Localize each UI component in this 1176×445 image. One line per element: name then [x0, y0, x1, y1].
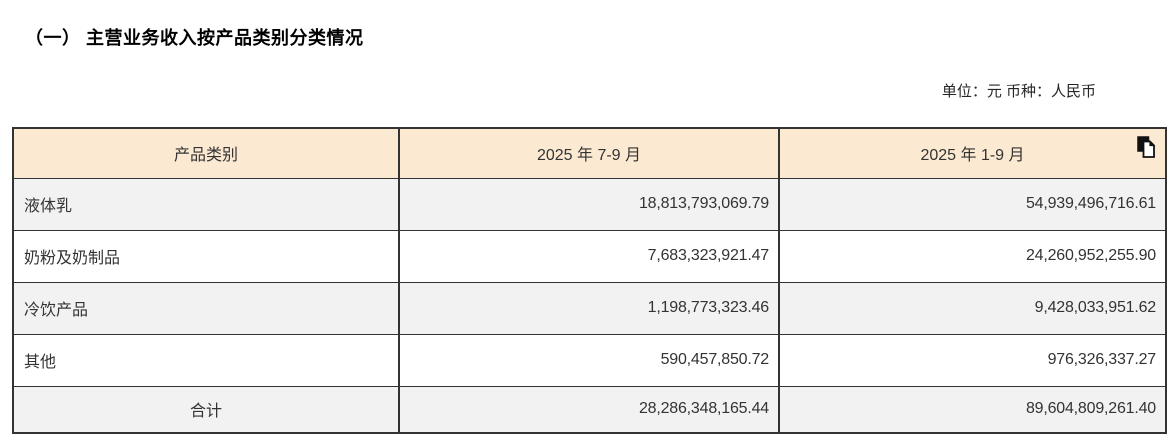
total-label-cell: 合计 — [12, 385, 400, 434]
column-header-category: 产品类别 — [12, 127, 400, 179]
column-header-ytd: 2025 年 1-9 月 — [778, 127, 1167, 179]
ytd-value-cell: 54,939,496,716.61 — [778, 177, 1167, 231]
q3-value-cell: 1,198,773,323.46 — [398, 281, 780, 335]
category-cell: 其他 — [12, 333, 400, 387]
table-row: 其他 590,457,850.72 976,326,337.27 — [12, 333, 1167, 387]
table-body: 液体乳 18,813,793,069.79 54,939,496,716.61 … — [12, 177, 1167, 387]
ytd-value-cell: 9,428,033,951.62 — [778, 281, 1167, 335]
q3-value-cell: 18,813,793,069.79 — [398, 177, 780, 231]
table-row: 奶粉及奶制品 7,683,323,921.47 24,260,952,255.9… — [12, 229, 1167, 283]
total-row: 合计 28,286,348,165.44 89,604,809,261.40 — [12, 385, 1167, 434]
table-footer: 合计 28,286,348,165.44 89,604,809,261.40 — [12, 385, 1167, 434]
category-cell: 液体乳 — [12, 177, 400, 231]
ytd-value-cell: 24,260,952,255.90 — [778, 229, 1167, 283]
category-cell: 奶粉及奶制品 — [12, 229, 400, 283]
unit-currency-note: 单位：元 币种：人民币 — [941, 83, 1096, 100]
column-header-q3: 2025 年 7-9 月 — [398, 127, 780, 179]
category-cell: 冷饮产品 — [12, 281, 400, 335]
revenue-by-product-table: 产品类别 2025 年 7-9 月 2025 年 1-9 月 液体乳 18,81… — [12, 127, 1167, 434]
page-title: （一） 主营业务收入按产品类别分类情况 — [25, 28, 364, 48]
header-row: 产品类别 2025 年 7-9 月 2025 年 1-9 月 — [12, 127, 1167, 179]
total-ytd-cell: 89,604,809,261.40 — [778, 385, 1167, 434]
q3-value-cell: 590,457,850.72 — [398, 333, 780, 387]
copy-icon[interactable] — [1137, 136, 1156, 159]
ytd-value-cell: 976,326,337.27 — [778, 333, 1167, 387]
table-row: 液体乳 18,813,793,069.79 54,939,496,716.61 — [12, 177, 1167, 231]
q3-value-cell: 7,683,323,921.47 — [398, 229, 780, 283]
table-row: 冷饮产品 1,198,773,323.46 9,428,033,951.62 — [12, 281, 1167, 335]
table-header: 产品类别 2025 年 7-9 月 2025 年 1-9 月 — [12, 127, 1167, 179]
total-q3-cell: 28,286,348,165.44 — [398, 385, 780, 434]
column-header-ytd-label: 2025 年 1-9 月 — [920, 147, 1025, 165]
